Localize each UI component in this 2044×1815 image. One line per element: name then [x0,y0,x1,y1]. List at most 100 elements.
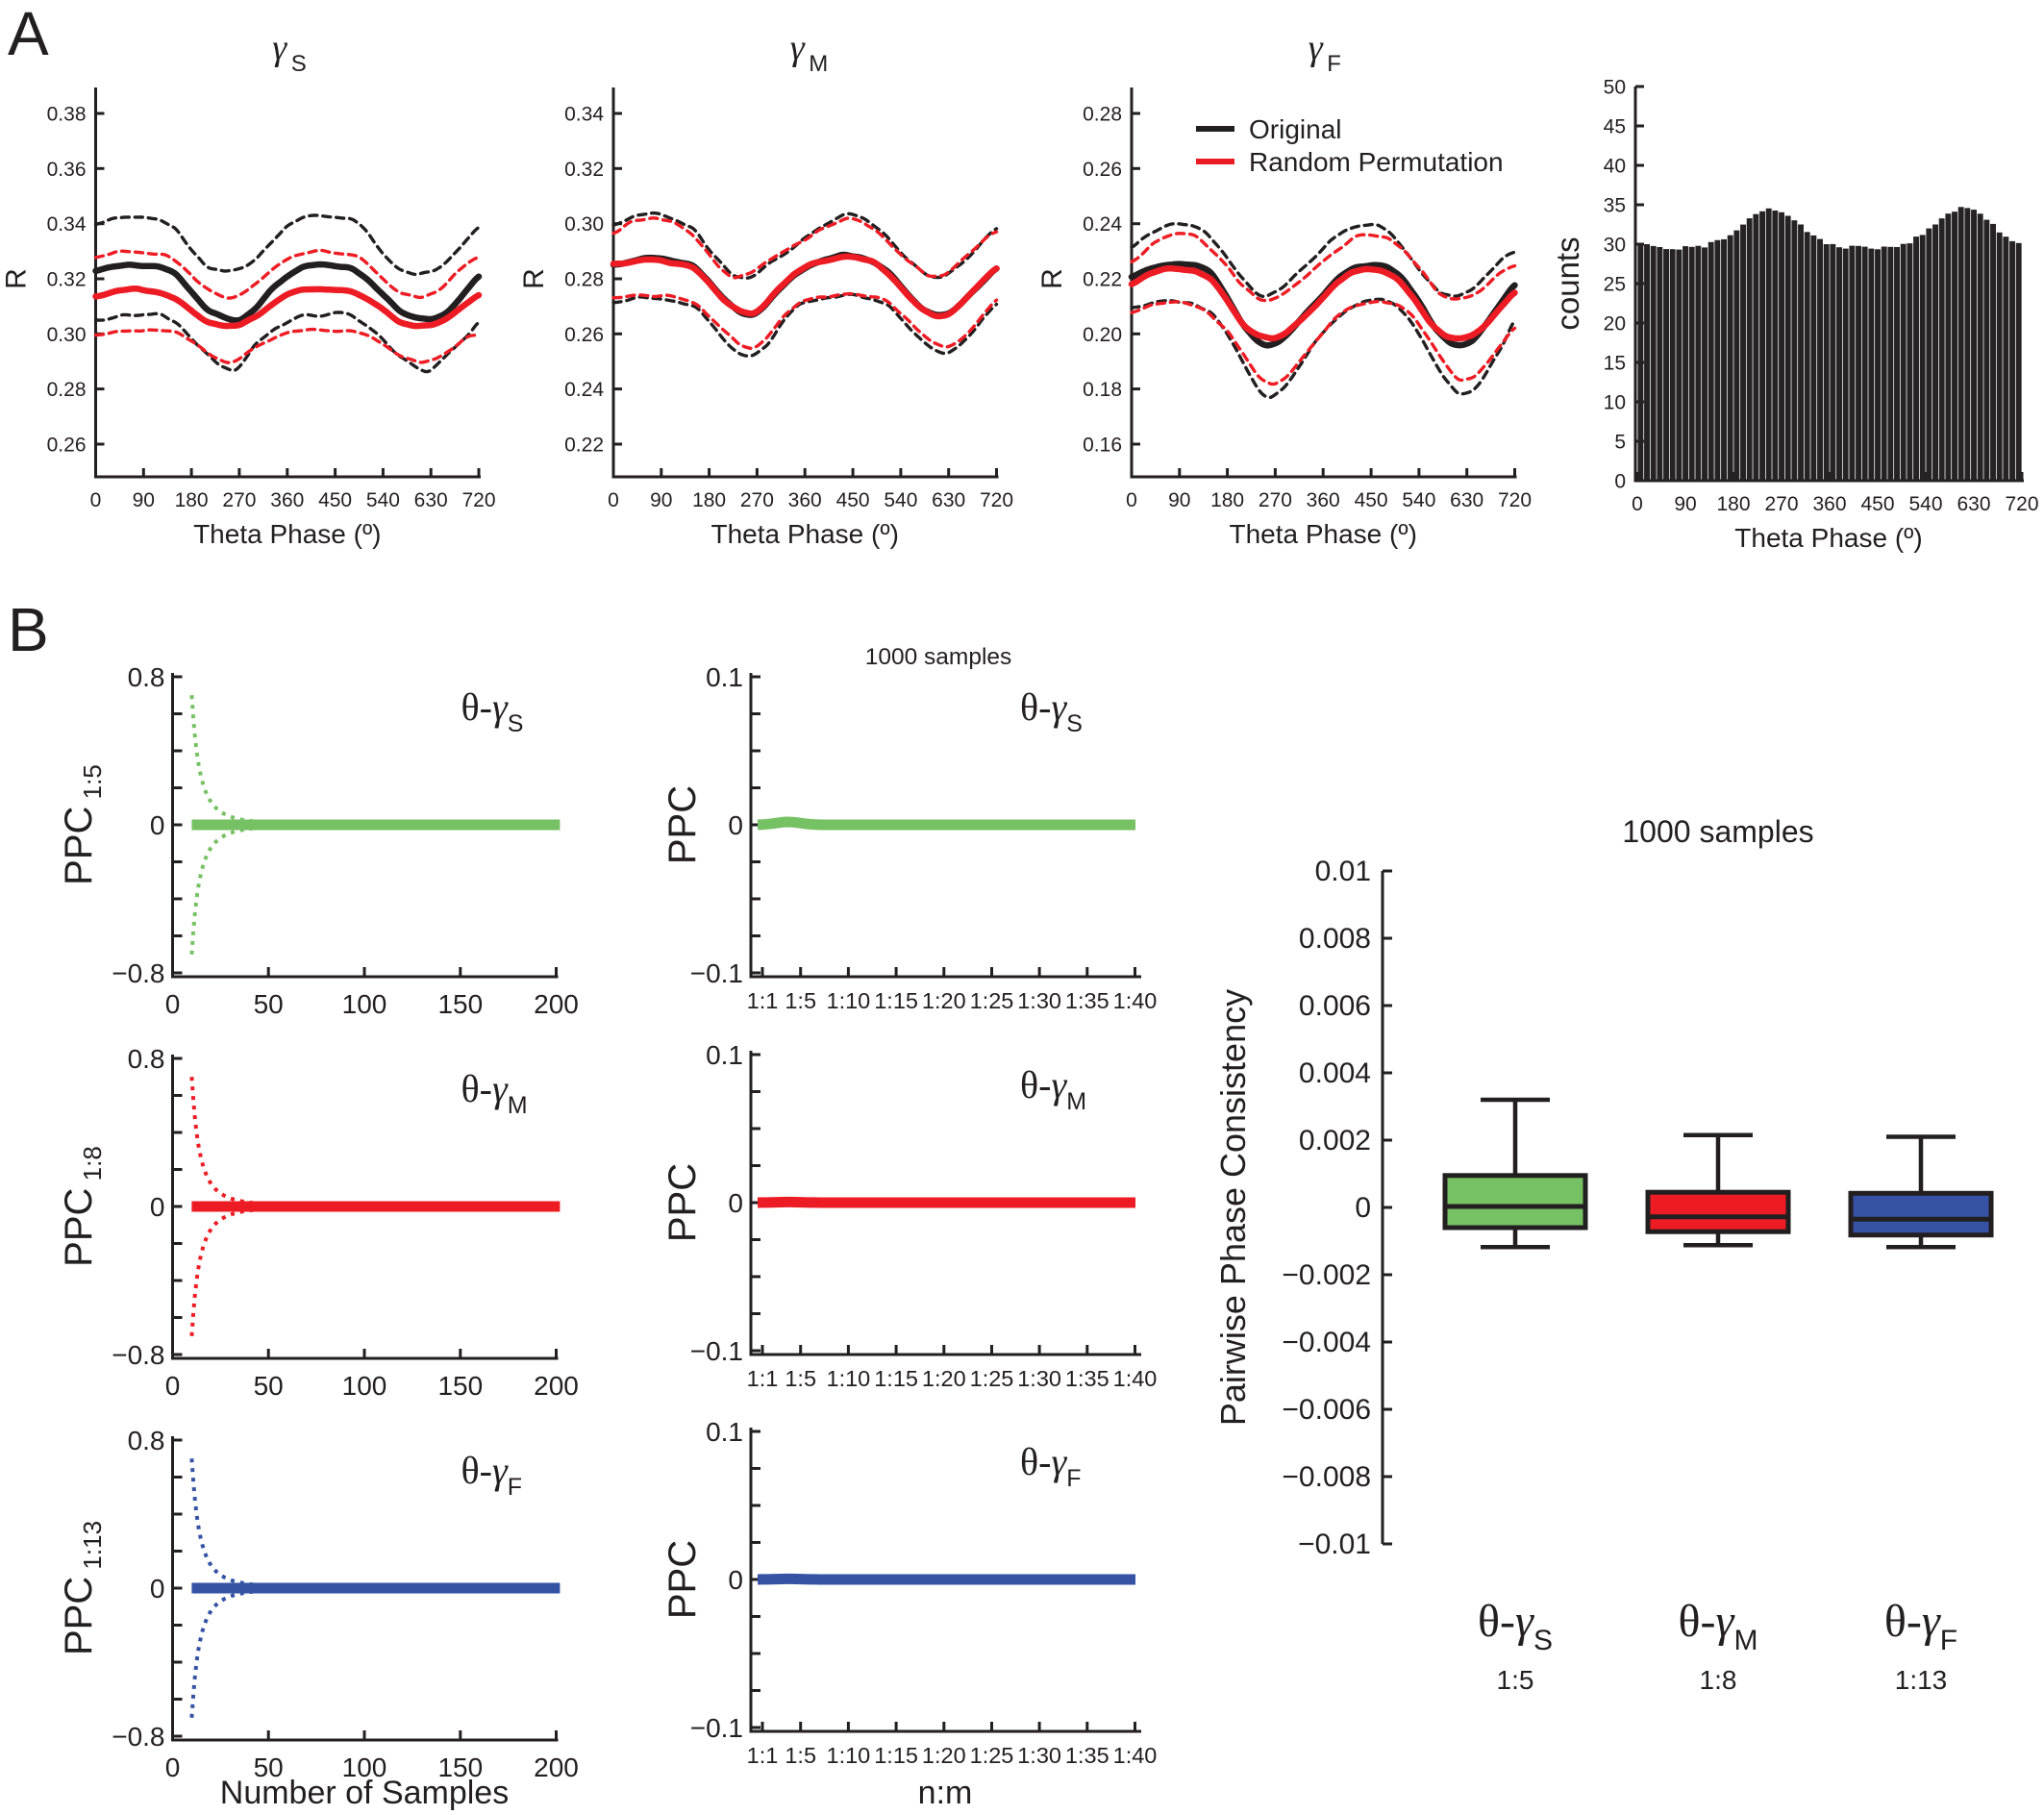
svg-text:R: R [1036,268,1068,289]
svg-text:Random Permutation: Random Permutation [1249,147,1504,177]
svg-text:1:30: 1:30 [1017,1366,1061,1391]
svg-text:1:35: 1:35 [1065,1743,1109,1768]
svg-text:PPC: PPC [661,1163,704,1242]
svg-text:50: 50 [254,1753,284,1782]
svg-text:150: 150 [437,1371,483,1401]
svg-text:1:15: 1:15 [874,1366,918,1391]
svg-text:R: R [1,268,33,289]
svg-text:0: 0 [150,810,165,840]
svg-text:450: 450 [1860,493,1894,515]
svg-text:−0.8: −0.8 [112,1722,164,1752]
svg-text:−0.1: −0.1 [690,1713,743,1743]
svg-text:45: 45 [1604,116,1626,138]
svg-text:−0.008: −0.008 [1282,1461,1371,1493]
svg-text:0.36: 0.36 [47,159,87,181]
svg-text:540: 540 [884,489,917,511]
svg-text:360: 360 [1812,493,1846,515]
svg-text:180: 180 [1716,493,1750,515]
svg-text:Theta Phase (º): Theta Phase (º) [1229,519,1416,549]
svg-text:0.006: 0.006 [1299,990,1371,1022]
svg-text:θ-γM: θ-γM [1679,1596,1758,1656]
svg-text:630: 630 [414,489,448,511]
svg-text:100: 100 [342,1371,387,1401]
svg-text:90: 90 [1168,489,1190,511]
svg-text:−0.1: −0.1 [690,1336,743,1366]
svg-text:0.22: 0.22 [1083,269,1122,291]
svg-text:270: 270 [1764,493,1798,515]
svg-text:50: 50 [254,1371,284,1401]
svg-text:720: 720 [461,489,495,511]
svg-text:540: 540 [366,489,400,511]
svg-text:1:10: 1:10 [827,1366,871,1391]
svg-text:200: 200 [534,989,579,1019]
svg-text:50: 50 [254,989,284,1019]
svg-text:−0.002: −0.002 [1282,1259,1371,1291]
svg-text:−0.006: −0.006 [1282,1394,1371,1426]
svg-text:0: 0 [608,489,619,511]
svg-text:1:1: 1:1 [747,988,779,1013]
svg-text:0.20: 0.20 [1083,324,1122,346]
svg-text:1:15: 1:15 [874,988,918,1013]
svg-text:0.26: 0.26 [47,435,87,457]
svg-text:B: B [8,595,49,664]
svg-text:1:1: 1:1 [747,1743,779,1768]
svg-text:1:35: 1:35 [1065,988,1109,1013]
svg-text:50: 50 [1604,77,1626,99]
svg-text:150: 150 [437,1753,483,1782]
svg-text:630: 630 [932,489,965,511]
svg-text:1:5: 1:5 [1497,1665,1534,1695]
svg-text:0.26: 0.26 [1083,159,1122,181]
svg-text:1:5: 1:5 [785,1366,816,1391]
svg-text:PPC: PPC [661,785,704,864]
svg-text:15: 15 [1604,353,1626,375]
svg-text:720: 720 [1498,489,1532,511]
svg-text:0.002: 0.002 [1299,1125,1371,1156]
svg-text:−0.01: −0.01 [1298,1529,1371,1560]
svg-text:540: 540 [1908,493,1942,515]
svg-text:0.004: 0.004 [1299,1057,1371,1089]
svg-text:0.22: 0.22 [564,435,604,457]
svg-text:Theta Phase (º): Theta Phase (º) [193,519,381,549]
svg-text:360: 360 [788,489,822,511]
svg-text:1000 samples: 1000 samples [865,644,1012,670]
svg-text:Theta Phase (º): Theta Phase (º) [710,519,898,549]
svg-text:540: 540 [1402,489,1435,511]
svg-text:0.8: 0.8 [128,662,165,692]
svg-text:S: S [291,51,307,77]
svg-text:0: 0 [728,810,743,840]
svg-text:Number of Samples: Number of Samples [220,1775,509,1810]
svg-text:0: 0 [1614,471,1626,493]
svg-text:0.18: 0.18 [1083,379,1122,401]
svg-text:1:20: 1:20 [922,1366,966,1391]
svg-text:1:40: 1:40 [1113,988,1158,1013]
svg-text:720: 720 [980,489,1013,511]
svg-text:0.32: 0.32 [564,159,604,181]
svg-text:1:1: 1:1 [747,1366,779,1391]
svg-text:1:35: 1:35 [1065,1366,1109,1391]
svg-text:0.32: 0.32 [47,269,87,291]
svg-text:1:20: 1:20 [922,988,966,1013]
svg-text:γ: γ [1309,28,1324,68]
svg-text:1:13: 1:13 [1895,1665,1948,1695]
svg-text:0: 0 [150,1574,165,1604]
svg-text:200: 200 [534,1753,579,1782]
svg-text:R: R [518,268,550,289]
svg-text:PPC: PPC [661,1540,704,1619]
svg-text:360: 360 [270,489,304,511]
svg-text:0.24: 0.24 [1083,213,1122,236]
svg-text:35: 35 [1604,195,1626,217]
svg-text:1:30: 1:30 [1017,1743,1061,1768]
svg-text:20: 20 [1604,313,1626,336]
svg-text:90: 90 [1674,493,1696,515]
svg-text:100: 100 [342,989,387,1019]
svg-text:F: F [1327,51,1341,77]
svg-text:0.8: 0.8 [128,1044,165,1074]
svg-text:1:25: 1:25 [970,988,1014,1013]
svg-text:0: 0 [150,1192,165,1222]
svg-text:1:30: 1:30 [1017,988,1061,1013]
svg-text:180: 180 [692,489,726,511]
svg-text:0: 0 [90,489,102,511]
svg-text:counts: counts [1550,236,1585,330]
svg-text:270: 270 [740,489,774,511]
svg-text:1:10: 1:10 [827,988,871,1013]
